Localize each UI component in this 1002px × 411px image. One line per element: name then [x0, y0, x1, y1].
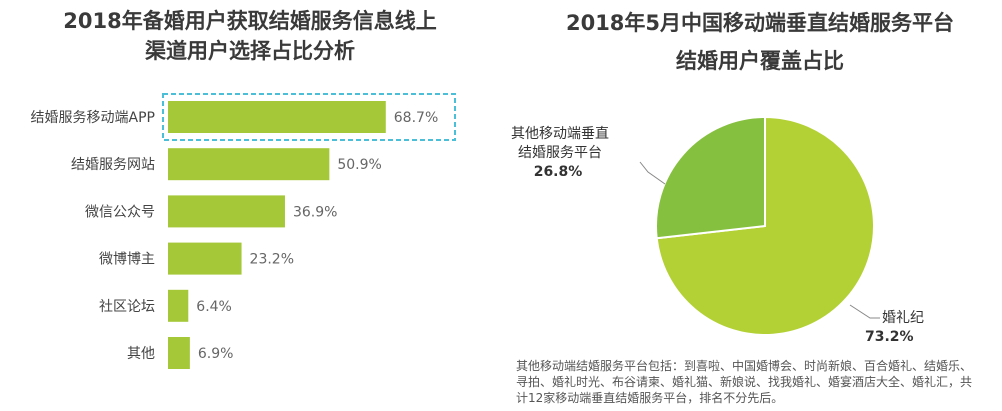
- value-label: 68.7%: [394, 110, 438, 126]
- slice-value: 26.8%: [534, 164, 583, 180]
- bar: [168, 289, 189, 322]
- bar: [168, 148, 330, 181]
- pie-title-line: 结婚用户覆盖占比: [676, 49, 844, 73]
- bar-title-line: 2018年备婚用户获取结婚服务信息线上: [63, 9, 437, 33]
- leader-line: [639, 161, 666, 185]
- pie-slice: [655, 115, 766, 240]
- value-label: 36.9%: [293, 204, 337, 220]
- category-label: 结婚服务移动端APP: [31, 110, 155, 126]
- bar: [168, 242, 242, 275]
- note-line: 寻拍、婚礼时光、布谷请柬、婚礼猫、新娘说、找我婚礼、婚宴酒店大全、婚礼汇，共: [516, 375, 973, 389]
- pie-footnote: 其他移动端结婚服务平台包括：到喜啦、中国婚博会、时尚新娘、百合婚礼、结婚乐、 寻…: [516, 358, 996, 406]
- value-label: 23.2%: [250, 252, 294, 268]
- leader-line: [849, 304, 880, 319]
- pie-title-line: 2018年5月中国移动端垂直结婚服务平台: [565, 11, 955, 35]
- value-label: 6.9%: [198, 346, 234, 362]
- pie-chart-title: 2018年5月中国移动端垂直结婚服务平台 结婚用户覆盖占比: [520, 4, 1000, 80]
- value-label: 6.4%: [196, 299, 232, 315]
- category-label: 微信公众号: [85, 204, 155, 220]
- slice-label: 其他移动端垂直: [511, 125, 609, 142]
- category-label: 结婚服务网站: [71, 157, 155, 173]
- note-line: 其他移动端结婚服务平台包括：到喜啦、中国婚博会、时尚新娘、百合婚礼、结婚乐、: [516, 359, 973, 373]
- category-label: 其他: [127, 346, 155, 362]
- bar: [168, 195, 285, 228]
- slice-label: 婚礼纪: [882, 310, 924, 326]
- bar: [168, 337, 190, 369]
- category-label: 微博博主: [99, 251, 155, 268]
- bar-chart-title: 2018年备婚用户获取结婚服务信息线上 渠道用户选择占比分析: [0, 6, 500, 66]
- bar-title-line: 渠道用户选择占比分析: [145, 39, 355, 63]
- category-label: 社区论坛: [99, 299, 155, 315]
- note-line: 计12家移动端垂直结婚服务平台，排名不分先后。: [516, 391, 784, 405]
- bar: [168, 101, 386, 133]
- slice-label: 结婚服务平台: [518, 145, 602, 161]
- value-label: 50.9%: [337, 157, 381, 173]
- highlight-box: [162, 93, 456, 141]
- slice-value: 73.2%: [865, 329, 914, 345]
